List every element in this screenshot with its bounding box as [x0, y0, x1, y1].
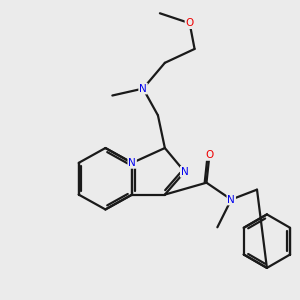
Text: N: N	[181, 167, 189, 177]
Text: N: N	[227, 194, 235, 205]
Text: N: N	[139, 84, 147, 94]
Text: O: O	[205, 150, 214, 160]
Text: O: O	[185, 18, 194, 28]
Text: N: N	[128, 158, 136, 168]
